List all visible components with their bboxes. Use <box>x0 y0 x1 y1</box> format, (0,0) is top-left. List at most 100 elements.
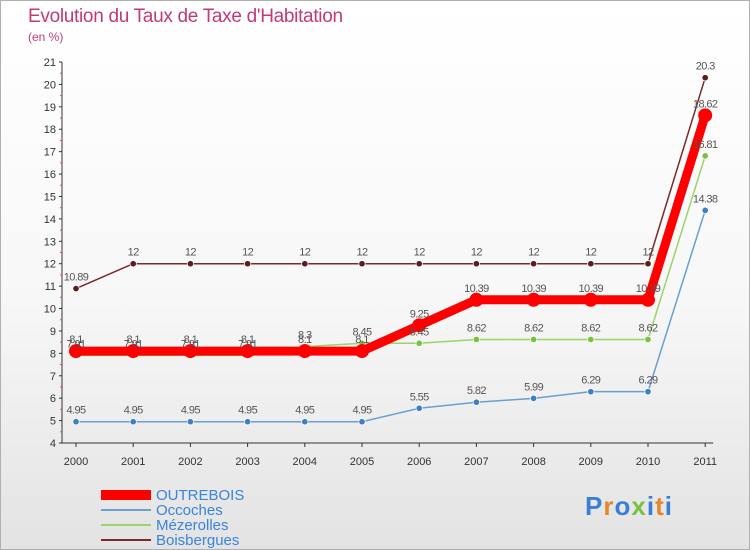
x-tick-label: 2011 <box>693 456 717 468</box>
data-point <box>415 404 423 412</box>
data-label: 12 <box>471 247 483 259</box>
data-point <box>244 260 252 268</box>
data-point <box>469 292 484 307</box>
data-label: 12 <box>642 247 654 259</box>
data-point <box>297 344 312 359</box>
y-tick-label: 8 <box>50 348 56 360</box>
data-label: 20.3 <box>696 61 715 73</box>
data-label: 10.89 <box>64 272 89 284</box>
y-tick-label: 14 <box>44 214 56 226</box>
x-tick-label: 2007 <box>464 456 488 468</box>
series-line-boisbergues <box>75 76 706 290</box>
logo-letter: x <box>631 491 647 521</box>
x-tick-label: 2005 <box>350 456 374 468</box>
data-point <box>415 260 423 268</box>
data-label: 8.1 <box>126 334 140 346</box>
y-tick-label: 9 <box>50 326 56 338</box>
x-tick-label: 2003 <box>235 456 259 468</box>
data-label: 12 <box>185 247 197 259</box>
data-point <box>587 335 595 344</box>
legend-swatch <box>101 509 151 511</box>
y-tick-label: 17 <box>44 147 56 159</box>
y-tick-label: 21 <box>44 57 56 69</box>
data-label: 16.81 <box>693 139 718 151</box>
data-label: 7.91 <box>238 338 257 350</box>
data-label: 8.1 <box>184 334 198 346</box>
data-point <box>530 260 538 268</box>
data-point <box>472 335 480 344</box>
data-label: 8.62 <box>638 322 657 334</box>
data-label: 4.95 <box>66 405 85 417</box>
y-tick-label: 12 <box>44 259 56 271</box>
legend-swatch <box>101 539 151 541</box>
data-point <box>644 260 652 268</box>
data-point <box>186 418 194 426</box>
data-point <box>698 108 713 123</box>
y-tick-label: 5 <box>50 416 56 428</box>
data-label: 8.45 <box>352 326 371 338</box>
data-label: 6.29 <box>638 375 657 387</box>
data-point <box>129 260 137 268</box>
x-tick-label: 2009 <box>579 456 603 468</box>
data-label: 4.95 <box>181 405 200 417</box>
data-label: 5.55 <box>410 391 429 403</box>
data-point <box>129 418 137 426</box>
x-tick-label: 2004 <box>293 456 317 468</box>
legend-label: Occoches <box>156 502 223 519</box>
y-tick-label: 15 <box>44 191 56 203</box>
data-label: 12 <box>299 247 311 259</box>
data-label: 8.62 <box>524 322 543 334</box>
logo-letter: o <box>614 491 632 521</box>
data-label: 4.95 <box>238 405 257 417</box>
data-point <box>183 344 198 359</box>
x-tick-label: 2008 <box>521 456 545 468</box>
data-point <box>644 335 652 344</box>
proxiti-logo: Proxiti <box>585 491 673 522</box>
data-label: 14.38 <box>693 193 718 205</box>
data-label: 4.95 <box>295 405 314 417</box>
y-tick-label: 13 <box>44 236 56 248</box>
data-label: 9.25 <box>410 308 429 320</box>
legend-label: Mézerolles <box>156 517 229 534</box>
data-label: 18.62 <box>693 98 718 110</box>
legend-label: OUTREBOIS <box>156 487 245 504</box>
data-label: 8.45 <box>410 326 429 338</box>
data-label: 12 <box>414 247 426 259</box>
logo-letter: P <box>585 491 604 521</box>
data-label: 5.99 <box>524 381 543 393</box>
y-tick-label: 16 <box>44 169 56 181</box>
data-label: 8.1 <box>69 334 83 346</box>
data-label: 8.1 <box>355 334 369 346</box>
legend-label: Boisbergues <box>156 532 240 549</box>
logo-letter: r <box>603 491 615 521</box>
data-label: 10.39 <box>636 283 661 295</box>
data-label: 7.91 <box>181 338 200 350</box>
data-point <box>587 260 595 268</box>
data-point <box>415 339 423 347</box>
data-point <box>701 74 709 82</box>
x-tick-label: 2002 <box>178 456 202 468</box>
data-point <box>472 398 480 406</box>
data-point <box>583 292 598 307</box>
data-point <box>72 285 80 293</box>
legend-swatch <box>101 490 151 500</box>
y-tick-label: 20 <box>44 79 56 91</box>
data-point <box>701 152 709 160</box>
data-point <box>641 292 655 307</box>
data-point <box>644 388 652 396</box>
data-point <box>358 418 366 426</box>
data-point <box>526 292 541 307</box>
data-point <box>412 318 427 333</box>
data-label: 12 <box>356 247 368 259</box>
unit-label: (en %) <box>28 30 64 44</box>
data-point <box>69 344 83 359</box>
y-tick-label: 6 <box>50 393 56 405</box>
x-tick-label: 2006 <box>407 456 431 468</box>
data-label: 7.91 <box>124 338 143 350</box>
x-tick-label: 2010 <box>636 456 660 468</box>
x-tick-label: 2001 <box>121 456 145 468</box>
data-label: 12 <box>528 247 540 259</box>
data-point <box>701 206 709 214</box>
data-label: 8.3 <box>298 330 312 342</box>
